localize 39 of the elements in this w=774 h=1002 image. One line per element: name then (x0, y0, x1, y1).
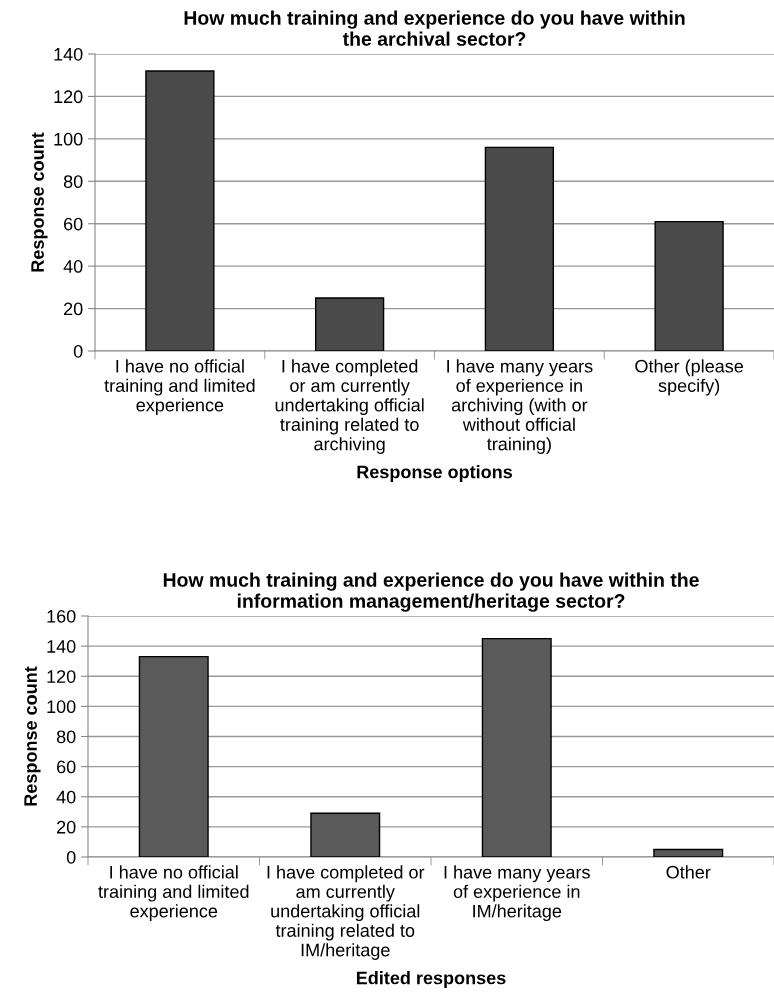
y-tick-label: 0 (66, 850, 76, 864)
bar (138, 655, 209, 857)
y-tick-label: 140 (54, 47, 83, 61)
y-tick-label: 20 (64, 302, 83, 316)
x-tick-label: I have many years of experience in archiving (with or without official training) (447, 359, 593, 454)
x-axis-title: Edited responses (356, 971, 506, 988)
y-axis-title: Response count (31, 132, 48, 272)
y-tick-label: 80 (56, 730, 76, 744)
x-axis-title: Response options (357, 465, 513, 482)
y-tick-label: 100 (54, 132, 83, 146)
y-axis-title: Response count (24, 666, 41, 806)
x-tick-label: Other (please specify) (635, 359, 744, 396)
y-tick-label: 120 (54, 90, 83, 104)
bar (481, 637, 552, 857)
bar (484, 146, 555, 351)
y-tick-label: 100 (47, 700, 76, 714)
bar (310, 812, 381, 857)
x-tick-label: Other (666, 865, 711, 879)
x-tick-label: I have many years of experience in IM/heritage (444, 865, 590, 922)
y-tick-label: 60 (64, 217, 83, 231)
x-tick-label: I have completed or am currently undertaking official training related to archiving (275, 359, 424, 454)
x-tick-label: I have no official training and limited experience (104, 359, 255, 416)
y-tick-label: 40 (63, 260, 83, 273)
y-tick-label: 60 (57, 760, 76, 774)
chart-title: How much training and experience do you have within the archival sector? (184, 10, 685, 46)
bar (654, 220, 724, 351)
x-tick-label: I have completed or am currently undertaking official training related to IM/heritage (267, 865, 425, 960)
y-tick-label: 160 (47, 609, 76, 623)
y-tick-label: 80 (63, 175, 83, 189)
chart-title: How much training and experience do you have within the information management/heritage sector? (163, 572, 699, 612)
y-tick-label: 40 (56, 790, 76, 804)
bar (145, 70, 215, 351)
bar (314, 297, 385, 351)
bar (653, 848, 724, 857)
y-tick-label: 140 (47, 640, 76, 653)
y-tick-label: 0 (73, 344, 83, 358)
y-tick-label: 120 (47, 670, 76, 683)
y-tick-label: 20 (57, 820, 76, 834)
x-tick-label: I have no official training and limited experience (98, 865, 249, 922)
